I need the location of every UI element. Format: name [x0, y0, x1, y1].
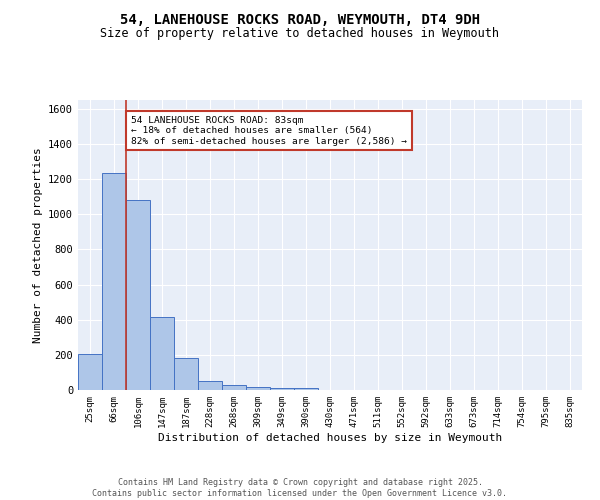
Bar: [102, 174, 126, 390]
Bar: [222, 386, 246, 390]
Bar: [294, 388, 318, 390]
Text: Contains HM Land Registry data © Crown copyright and database right 2025.
Contai: Contains HM Land Registry data © Crown c…: [92, 478, 508, 498]
Text: 54, LANEHOUSE ROCKS ROAD, WEYMOUTH, DT4 9DH: 54, LANEHOUSE ROCKS ROAD, WEYMOUTH, DT4 …: [120, 12, 480, 26]
Text: 54 LANEHOUSE ROCKS ROAD: 83sqm
← 18% of detached houses are smaller (564)
82% of: 54 LANEHOUSE ROCKS ROAD: 83sqm ← 18% of …: [131, 116, 407, 146]
Bar: [150, 317, 174, 390]
Bar: [198, 381, 222, 390]
Bar: [270, 388, 294, 390]
Y-axis label: Number of detached properties: Number of detached properties: [32, 147, 43, 343]
Bar: [126, 200, 150, 390]
X-axis label: Distribution of detached houses by size in Weymouth: Distribution of detached houses by size …: [158, 432, 502, 442]
Bar: [78, 354, 102, 390]
Bar: [246, 387, 270, 390]
Text: Size of property relative to detached houses in Weymouth: Size of property relative to detached ho…: [101, 28, 499, 40]
Bar: [174, 358, 198, 390]
